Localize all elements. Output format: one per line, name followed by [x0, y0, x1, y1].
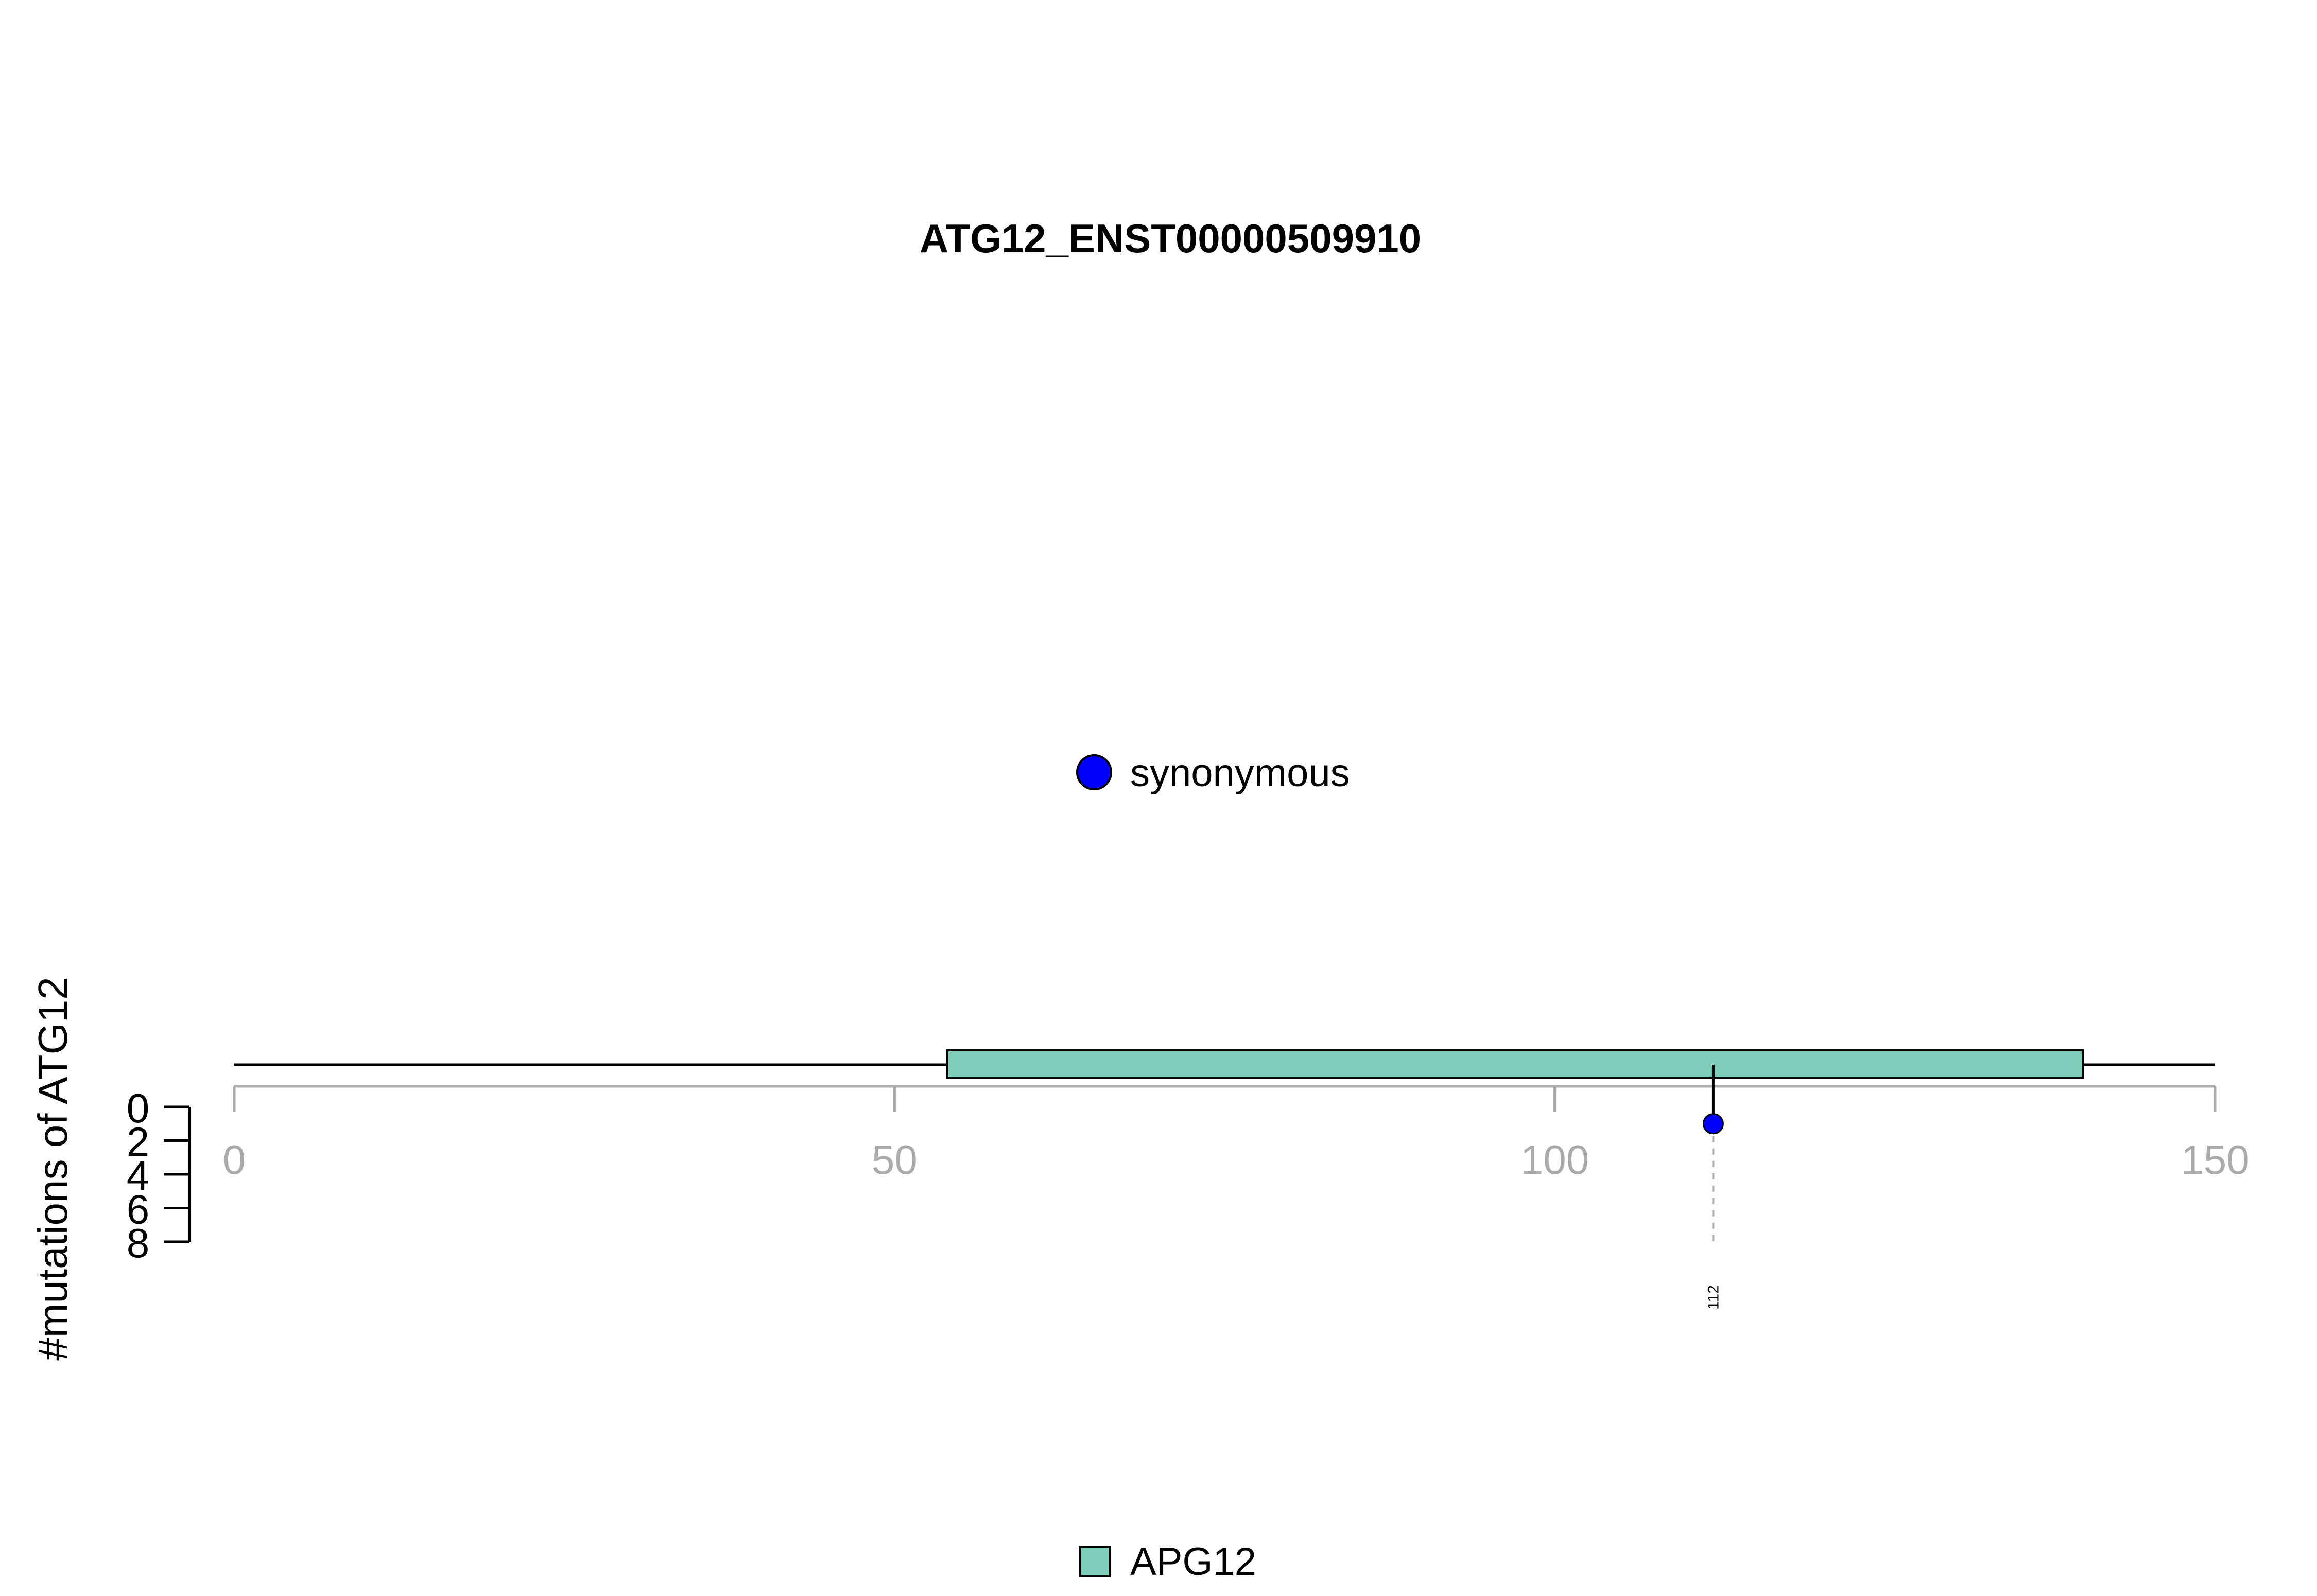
domain-apg12 [946, 1049, 2084, 1079]
x-tick-label: 150 [2181, 1137, 2249, 1183]
y-axis-label: #mutations of ATG12 [30, 977, 76, 1361]
mutation-position-label: 112 [1705, 1285, 1722, 1310]
domain-legend: APG12 [1079, 1540, 1256, 1584]
chart-title: ATG12_ENST00000509910 [920, 216, 1421, 261]
mutation-point [1702, 1113, 1724, 1135]
y-tick-label: 4 [127, 1153, 150, 1199]
legend-marker-synonymous [1076, 754, 1112, 790]
y-tick-label: 0 [127, 1085, 150, 1131]
x-tick-label: 50 [872, 1137, 918, 1183]
y-tick-label: 6 [127, 1187, 150, 1233]
y-tick-label: 8 [127, 1220, 150, 1266]
legend-swatch-apg12 [1079, 1546, 1111, 1577]
legend-label-synonymous: synonymous [1130, 751, 1350, 795]
x-tick-label: 0 [223, 1137, 246, 1183]
legend-label-apg12: APG12 [1130, 1540, 1256, 1584]
mutation-type-legend: synonymous [1076, 751, 1350, 795]
y-tick-label: 2 [127, 1119, 150, 1165]
x-tick-label: 100 [1520, 1137, 1589, 1183]
